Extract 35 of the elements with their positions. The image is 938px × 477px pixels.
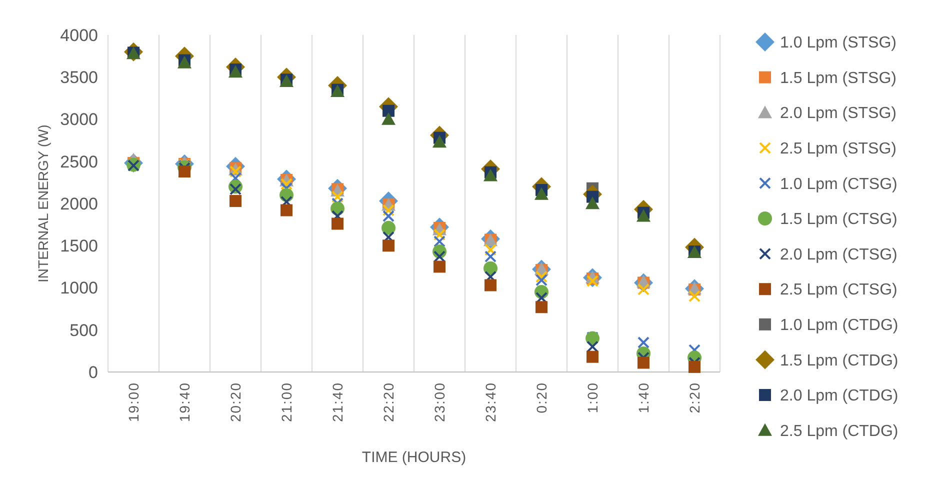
- legend-label: 2.0 Lpm (CTDG): [780, 388, 898, 405]
- legend-label: 1.5 Lpm (CTDG): [780, 352, 898, 370]
- legend-label: 2.5 Lpm (CTSG): [780, 282, 898, 299]
- y-axis-title: INTERNAL ENERGY (W): [35, 124, 51, 282]
- x-axis-title: TIME (HOURS): [362, 449, 466, 466]
- y-tick-label: 2500: [60, 152, 98, 172]
- legend-label: 1.5 Lpm (CTSG): [780, 211, 898, 228]
- x-tick-label: 2:20: [686, 382, 702, 414]
- y-tick-label: 3500: [60, 68, 98, 88]
- y-tick-label: 4000: [60, 26, 98, 45]
- x-tick-label: 19:40: [176, 382, 192, 422]
- y-tick-label: 2000: [60, 194, 98, 214]
- x-tick-label: 1:40: [635, 382, 652, 414]
- legend-label: 2.5 Lpm (STSG): [780, 140, 896, 158]
- y-tick-label: 1500: [60, 236, 98, 256]
- y-tick-label: 0: [88, 362, 98, 382]
- legend-label: 2.0 Lpm (STSG): [780, 105, 896, 122]
- legend-label: 1.5 Lpm (STSG): [780, 70, 896, 87]
- x-tick-label: 22:20: [380, 382, 396, 422]
- x-tick-label: 21:00: [278, 382, 294, 422]
- y-tick-label: 500: [70, 320, 98, 340]
- y-tick-label: 1000: [60, 278, 98, 298]
- legend-label: 1.0 Lpm (CTDG): [780, 317, 898, 334]
- x-tick-label: 1:00: [584, 382, 600, 414]
- legend-label: 2.0 Lpm (CTSG): [780, 246, 898, 264]
- x-tick-label: 19:00: [125, 382, 142, 422]
- x-tick-label: 23:40: [482, 382, 498, 422]
- x-tick-label: 20:20: [227, 382, 244, 422]
- legend-label: 2.5 Lpm (CTDG): [780, 422, 898, 440]
- legend-label: 1.0 Lpm (CTSG): [780, 176, 898, 193]
- legend-label: 1.0 Lpm (STSG): [780, 34, 896, 52]
- x-tick-label: 21:40: [329, 382, 346, 422]
- y-tick-label: 3000: [60, 110, 98, 130]
- x-tick-label: 23:00: [431, 382, 448, 422]
- x-tick-label: 0:20: [533, 382, 550, 414]
